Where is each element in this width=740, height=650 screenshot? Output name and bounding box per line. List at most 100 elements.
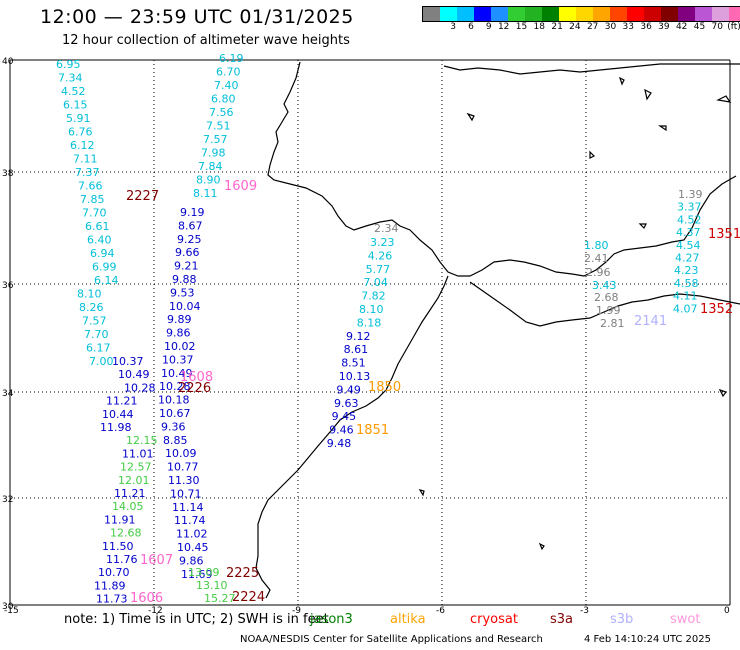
- pass-label: 1607: [140, 553, 173, 568]
- wave-height-value: 7.04: [363, 276, 388, 289]
- legend-swatch: [678, 7, 695, 21]
- pass-label: 1608: [180, 370, 213, 385]
- wave-height-value: 7.98: [201, 147, 226, 160]
- wave-height-value: 4.52: [677, 213, 702, 226]
- pass-label: 2141: [634, 314, 667, 329]
- satellite-legend: jason3 altika cryosat s3a s3b swot: [310, 612, 730, 628]
- lat-tick-label: 34: [2, 389, 14, 399]
- legend-swatch: [627, 7, 644, 21]
- legend-swatch: [576, 7, 593, 21]
- wave-height-value: 11.89: [94, 579, 126, 592]
- pass-label: 1850: [368, 380, 401, 395]
- wave-height-value: 1.39: [678, 188, 703, 201]
- wave-height-value: 8.61: [344, 343, 369, 356]
- wave-height-value: 10.77: [167, 461, 199, 474]
- wave-height-value: 8.11: [193, 187, 218, 200]
- legend-swatch: [508, 7, 525, 21]
- wave-height-value: 9.66: [175, 246, 200, 259]
- wave-height-value: 9.12: [346, 330, 371, 343]
- wave-height-value: 6.40: [87, 234, 112, 247]
- wave-height-value: 9.86: [179, 554, 204, 567]
- lat-tick-label: 36: [2, 281, 14, 291]
- wave-height-value: 6.80: [211, 93, 236, 106]
- wave-height-value: 10.67: [159, 407, 191, 420]
- pass-label: 1351: [708, 227, 740, 242]
- wave-height-value: 11.02: [176, 528, 208, 541]
- wave-height-value: 9.36: [161, 420, 186, 433]
- island-9: [718, 388, 727, 398]
- wave-height-value: 11.91: [104, 513, 136, 526]
- legend-label: 33: [622, 22, 634, 32]
- island-5: [466, 112, 475, 122]
- wave-height-value: 11.14: [172, 501, 204, 514]
- lon-tick-label: -12: [148, 606, 163, 616]
- lat-tick-label: 30: [2, 602, 14, 612]
- wave-height-value: 4.58: [674, 277, 699, 290]
- legend-swatch: [729, 7, 740, 21]
- wave-height-value: 10.49: [161, 367, 193, 380]
- wave-height-value: 8.90: [196, 174, 221, 187]
- coast-africa: [255, 275, 449, 599]
- island-1: [618, 76, 625, 86]
- wave-height-value: 9.45: [332, 410, 357, 423]
- wave-height-value: 6.99: [92, 261, 117, 274]
- legend-swatch: [695, 7, 712, 21]
- wave-height-value: 8.18: [357, 316, 382, 329]
- wave-height-value: 2.68: [594, 291, 619, 304]
- wave-height-value: 7.84: [198, 160, 223, 173]
- lat-tick-label: 38: [2, 169, 14, 179]
- map-subtitle: 12 hour collection of altimeter wave hei…: [62, 33, 350, 48]
- legend-swatch: [610, 7, 627, 21]
- wave-height-value: 9.89: [167, 313, 192, 326]
- wave-height-value: 7.34: [58, 72, 83, 85]
- wave-height-value: 11.21: [114, 487, 146, 500]
- wave-height-value: 7.37: [75, 166, 100, 179]
- pass-label: 2226: [178, 381, 211, 396]
- lat-tick-label: 40: [2, 57, 14, 67]
- wave-height-value: 8.10: [359, 303, 384, 316]
- wave-height-value: 14.05: [112, 500, 144, 513]
- wave-height-value: 6.17: [86, 342, 111, 355]
- pass-label: 1352: [700, 302, 733, 317]
- wave-height-value: 1.80: [584, 239, 609, 252]
- legend-swatch: [661, 7, 678, 21]
- wave-height-value: 11.98: [100, 421, 132, 434]
- wave-height-values: 6.957.344.526.155.916.766.127.117.377.66…: [56, 52, 703, 606]
- satellite-legend-s3b: s3b: [610, 612, 634, 627]
- wave-height-value: 11.30: [168, 474, 200, 487]
- wave-height-value: 11.74: [174, 514, 206, 527]
- wave-height-value: 8.67: [178, 219, 203, 232]
- wave-height-value: 6.14: [94, 274, 119, 287]
- legend-label: 12: [497, 22, 510, 32]
- island-2: [644, 88, 652, 101]
- legend-label: 9: [485, 22, 492, 32]
- satellite-legend-jason3: jason3: [310, 612, 353, 627]
- wave-height-value: 3.43: [592, 279, 617, 292]
- credit-line: NOAA/NESDIS Center for Satellite Applica…: [240, 634, 543, 645]
- wave-height-value: 10.04: [169, 300, 201, 313]
- wave-height-value: 2.41: [584, 252, 609, 265]
- wave-height-value: 9.48: [327, 437, 352, 450]
- wave-height-value: 7.57: [82, 315, 107, 328]
- lon-tick-label: 0: [724, 606, 730, 616]
- wave-height-value: 5.77: [366, 263, 391, 276]
- island-6: [589, 150, 596, 159]
- wave-height-value: 1.99: [596, 304, 621, 317]
- legend-swatch: [525, 7, 542, 21]
- wave-height-value: 7.57: [203, 133, 228, 146]
- legend-label: 42: [675, 22, 688, 32]
- wave-height-value: 4.07: [673, 302, 698, 315]
- wave-height-value: 10.18: [158, 394, 190, 407]
- generated-date: 4 Feb 14:10:24 UTC 2025: [584, 634, 711, 645]
- wave-height-value: 7.70: [82, 207, 107, 220]
- color-legend-labels: 3 6 9 12 15 18 21 24 27 30 33 36 39 42 45 70 (ft): [422, 22, 740, 34]
- wave-height-value: 10.09: [165, 447, 197, 460]
- wave-height-value: 8.10: [77, 288, 102, 301]
- lon-tick-label: -9: [292, 606, 301, 616]
- wave-height-value: 6.19: [219, 52, 244, 65]
- wave-height-value: 7.82: [361, 290, 386, 303]
- wave-height-value: 9.19: [180, 206, 205, 219]
- legend-label: 3: [450, 22, 456, 32]
- wave-height-value: 9.49: [336, 383, 361, 396]
